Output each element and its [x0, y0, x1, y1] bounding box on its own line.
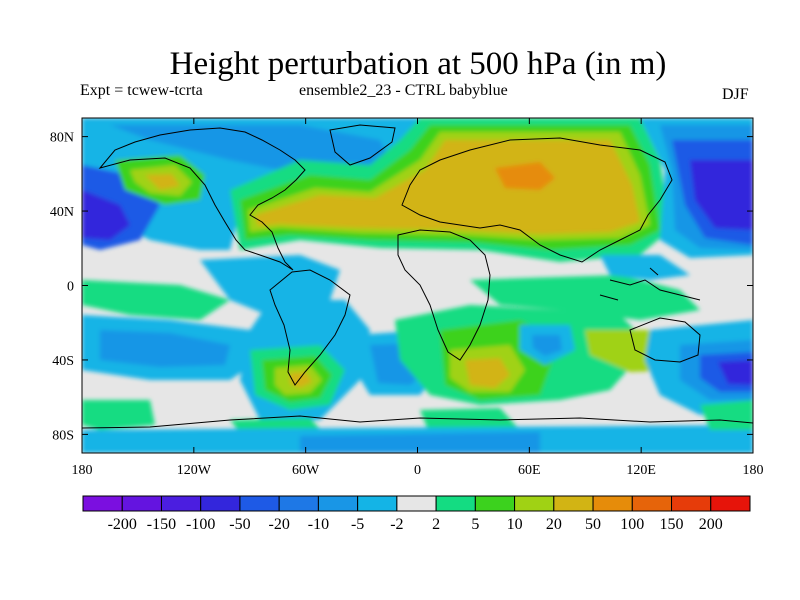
colorbar-label: -5: [351, 516, 364, 533]
contour-southern-ocean-mid: [300, 432, 540, 453]
colorbar-label: -100: [186, 516, 215, 533]
colorbar-swatch: [121, 495, 162, 512]
contour-eurasia-gold: [255, 140, 640, 234]
colorbar-swatch: [631, 495, 673, 512]
y-tick-label: 0: [67, 280, 74, 295]
y-tick-label: 40N: [50, 205, 74, 220]
colorbar-swatch: [82, 495, 123, 512]
y-tick-label: 80N: [50, 131, 74, 146]
colorbar-swatch: [200, 495, 241, 512]
coast-europe-asia: [401, 137, 673, 263]
colorbar-label: 10: [507, 516, 523, 533]
x-tick-label: 120W: [177, 463, 212, 478]
colorbar-swatch: [239, 495, 280, 512]
colorbar-swatch: [592, 495, 633, 512]
experiment-label: Expt = tcwew-tcrta: [80, 82, 203, 99]
colorbar-label: -20: [269, 516, 290, 533]
coast-greenland: [329, 124, 396, 166]
coast-australia: [629, 317, 701, 363]
colorbar-swatch: [514, 495, 555, 512]
x-tick-label: 180: [72, 463, 93, 478]
colorbar-label: -200: [108, 516, 137, 533]
x-tick-label: 120E: [626, 463, 656, 478]
colorbar-swatch: [435, 495, 476, 512]
colorbar-swatch: [317, 495, 359, 512]
contour-field: [82, 118, 753, 453]
colorbar-label: 2: [432, 516, 440, 533]
contour-indian-ocean-mid: [532, 335, 562, 356]
colorbar-label: 100: [620, 516, 644, 533]
contour-africa-gold: [465, 358, 510, 388]
colorbar: -200 -150 -100 -50 -20 -10 -5 -2 2 5 10 20 50 100 150 2…: [82, 495, 751, 533]
colorbar-swatch: [278, 495, 319, 512]
colorbar-swatch: [396, 495, 437, 512]
y-tick-label: 40S: [52, 354, 74, 369]
colorbar-label: 150: [660, 516, 684, 533]
contour-alaska-gold: [145, 174, 180, 190]
colorbar-swatch: [671, 495, 712, 512]
colorbar-label: -150: [147, 516, 176, 533]
colorbar-swatch: [710, 495, 751, 512]
coast-antarctica: [82, 415, 753, 429]
contour-tropics-blue-east: [600, 255, 690, 280]
colorbar-label: 20: [546, 516, 562, 533]
x-tick-label: 0: [414, 463, 421, 478]
colorbar-label: -50: [229, 516, 250, 533]
contour-siberia-orange: [495, 162, 555, 190]
contour-south-pacific-core: [718, 360, 753, 385]
coast-north-america: [98, 127, 306, 271]
coast-south-america: [269, 269, 351, 386]
coastlines: [82, 124, 753, 429]
x-tick-label: 180: [743, 463, 764, 478]
contour-nw-pacific-core: [690, 160, 753, 230]
x-tick-label: 60E: [518, 463, 541, 478]
contour-southern-ocean-green-west: [82, 400, 155, 430]
colorbar-swatch: [160, 495, 202, 512]
contour-tropics-green-east: [470, 275, 700, 320]
contour-west-pacific-mid: [100, 330, 230, 367]
coast-maritime-islands: [599, 267, 701, 301]
coast-africa: [397, 229, 491, 361]
contour-north-pacific-core: [82, 190, 130, 240]
x-tick-label: 60W: [292, 463, 320, 478]
colorbar-swatch: [553, 495, 594, 512]
axes: 80N 40N 0 40S 80S 180 120W 60W 0 60E 120E 180: [50, 118, 764, 478]
colorbar-label: -10: [308, 516, 329, 533]
season-label: DJF: [722, 86, 749, 103]
contour-southern-ocean-green-east: [700, 400, 753, 430]
page-title: Height perturbation at 500 hPa (in m): [169, 46, 667, 82]
colorbar-label: 200: [699, 516, 723, 533]
ensemble-label: ensemble2_23 - CTRL babyblue: [299, 82, 508, 99]
colorbar-swatch: [357, 495, 398, 512]
colorbar-label: 50: [585, 516, 601, 533]
colorbar-swatch: [474, 495, 516, 512]
colorbar-label: -2: [390, 516, 403, 533]
contour-tropics-green-west: [82, 280, 230, 320]
y-tick-label: 80S: [52, 428, 74, 443]
colorbar-label: 5: [471, 516, 479, 533]
